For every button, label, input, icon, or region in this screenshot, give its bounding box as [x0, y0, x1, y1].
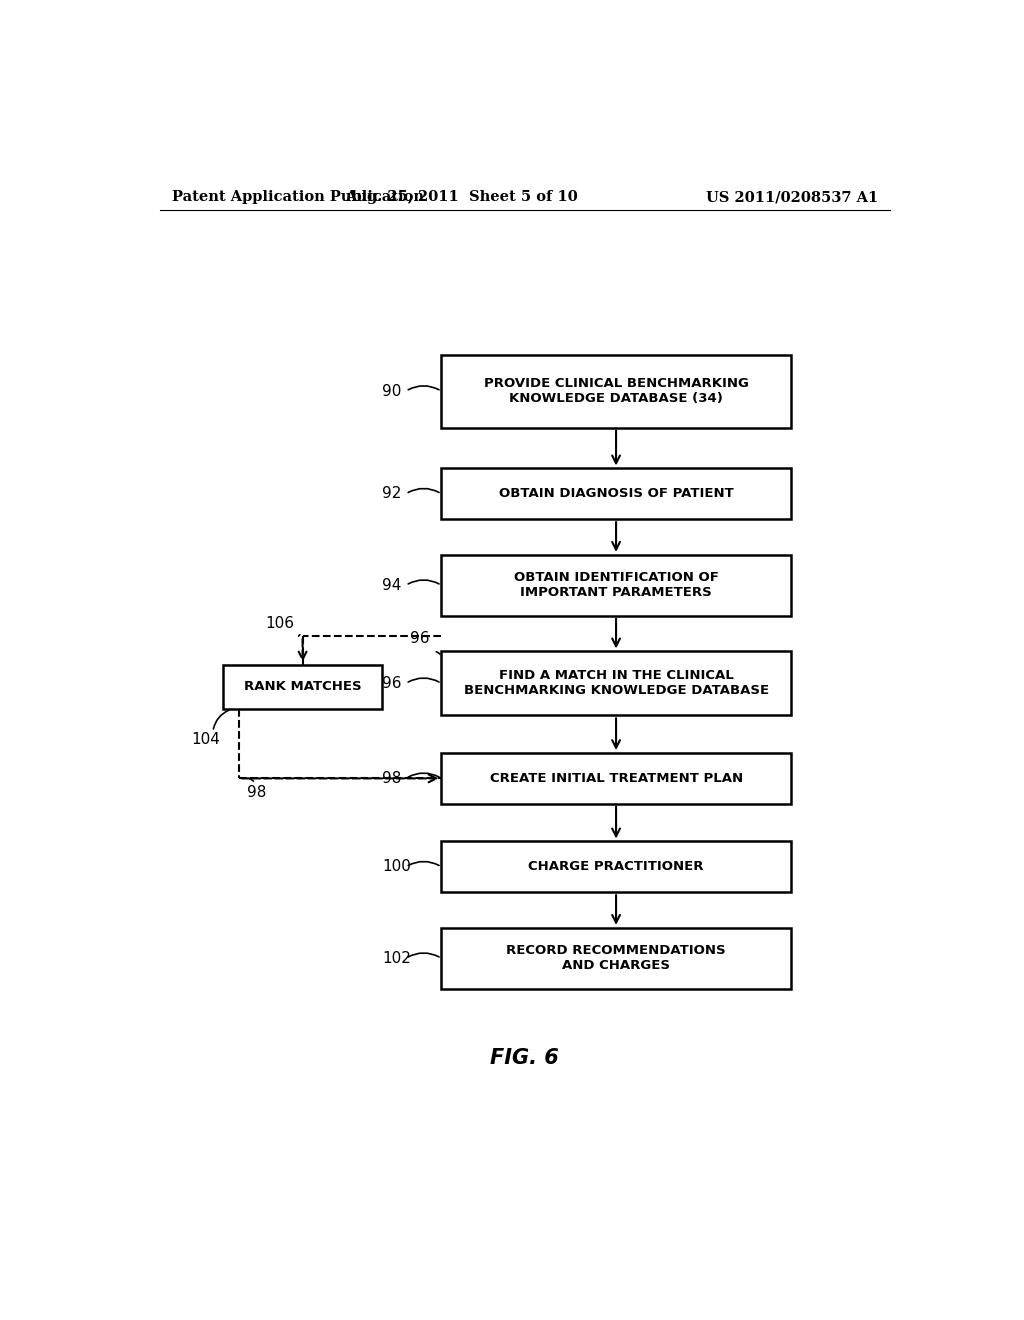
Text: US 2011/0208537 A1: US 2011/0208537 A1: [706, 190, 878, 205]
Text: Aug. 25, 2011  Sheet 5 of 10: Aug. 25, 2011 Sheet 5 of 10: [345, 190, 578, 205]
Text: FIND A MATCH IN THE CLINICAL
BENCHMARKING KNOWLEDGE DATABASE: FIND A MATCH IN THE CLINICAL BENCHMARKIN…: [464, 669, 769, 697]
Text: OBTAIN DIAGNOSIS OF PATIENT: OBTAIN DIAGNOSIS OF PATIENT: [499, 487, 733, 500]
FancyBboxPatch shape: [223, 664, 382, 709]
Text: 104: 104: [191, 731, 220, 747]
Text: OBTAIN IDENTIFICATION OF
IMPORTANT PARAMETERS: OBTAIN IDENTIFICATION OF IMPORTANT PARAM…: [514, 572, 719, 599]
Text: Patent Application Publication: Patent Application Publication: [172, 190, 424, 205]
Text: 90: 90: [382, 384, 401, 399]
FancyBboxPatch shape: [441, 469, 791, 519]
Text: FIG. 6: FIG. 6: [490, 1048, 559, 1068]
FancyBboxPatch shape: [441, 928, 791, 989]
FancyBboxPatch shape: [441, 355, 791, 428]
FancyBboxPatch shape: [441, 841, 791, 892]
Text: RECORD RECOMMENDATIONS
AND CHARGES: RECORD RECOMMENDATIONS AND CHARGES: [506, 944, 726, 973]
Text: 98: 98: [382, 771, 401, 785]
Text: PROVIDE CLINICAL BENCHMARKING
KNOWLEDGE DATABASE (34): PROVIDE CLINICAL BENCHMARKING KNOWLEDGE …: [483, 378, 749, 405]
Text: 96: 96: [382, 676, 401, 690]
Text: 96: 96: [410, 631, 430, 647]
FancyBboxPatch shape: [441, 554, 791, 615]
Text: RANK MATCHES: RANK MATCHES: [244, 680, 361, 693]
FancyBboxPatch shape: [441, 651, 791, 715]
Text: 102: 102: [382, 950, 411, 966]
Text: CHARGE PRACTITIONER: CHARGE PRACTITIONER: [528, 861, 703, 874]
Text: 98: 98: [247, 784, 266, 800]
Text: CREATE INITIAL TREATMENT PLAN: CREATE INITIAL TREATMENT PLAN: [489, 772, 742, 785]
Text: 100: 100: [382, 859, 411, 874]
Text: 106: 106: [265, 616, 295, 631]
FancyBboxPatch shape: [441, 752, 791, 804]
Text: 94: 94: [382, 578, 401, 593]
Text: 92: 92: [382, 486, 401, 502]
